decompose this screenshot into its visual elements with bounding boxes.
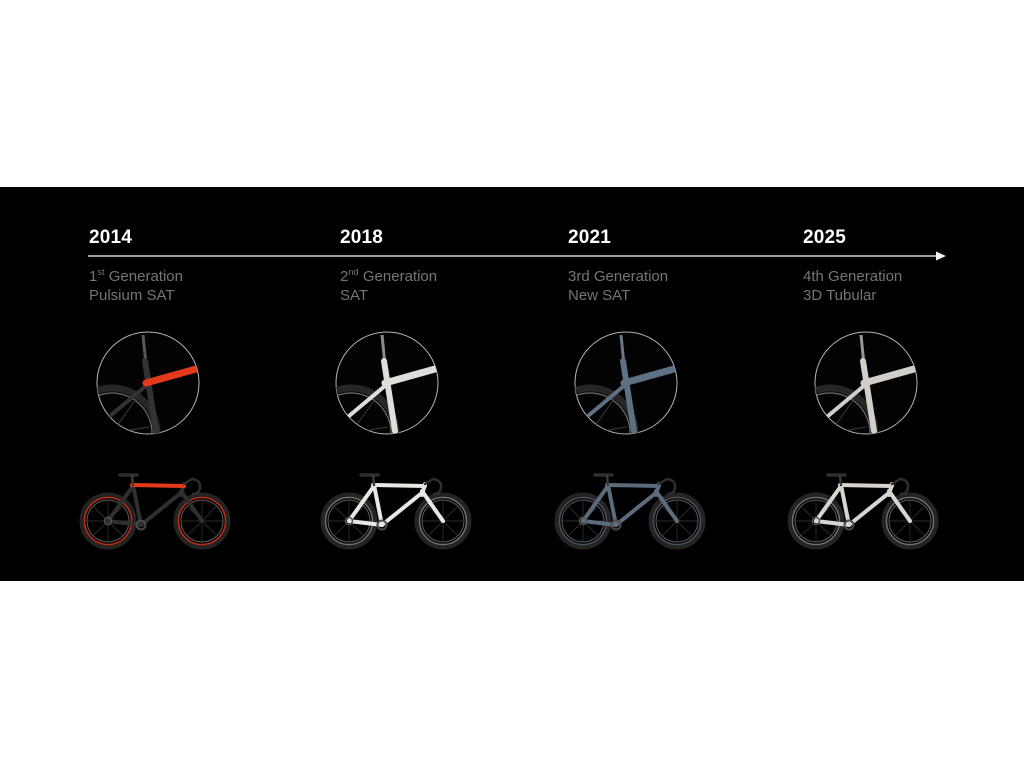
cockpit xyxy=(826,473,910,496)
top-tube xyxy=(838,483,894,488)
frame xyxy=(106,482,204,527)
model-label: New SAT xyxy=(568,287,631,304)
top-tube xyxy=(371,483,427,488)
frame-detail-image xyxy=(574,331,678,435)
bike-image xyxy=(79,473,231,550)
frame-detail-image xyxy=(814,331,918,435)
frame xyxy=(581,482,679,527)
model-label: 3D Tubular xyxy=(803,287,877,304)
year-label: 2025 xyxy=(803,227,847,248)
frame xyxy=(814,482,912,527)
generation-label: 2nd Generation xyxy=(340,267,438,285)
frame xyxy=(347,482,445,527)
cockpit xyxy=(359,473,443,496)
year-label: 2021 xyxy=(568,227,612,248)
wheels xyxy=(554,492,706,550)
frame-detail-image xyxy=(96,331,200,435)
caption-block: 4th Generation 3D Tubular xyxy=(803,267,902,305)
timeline-slide: 2014 1st Generation Pulsium SAT xyxy=(0,187,1024,581)
wheels xyxy=(787,492,939,550)
caption-block: 3rd Generation New SAT xyxy=(568,267,668,305)
top-tube xyxy=(605,483,661,488)
year-label: 2014 xyxy=(89,227,133,248)
model-label: Pulsium SAT xyxy=(89,287,175,304)
generation-label: 1st Generation xyxy=(89,267,183,285)
caption-block: 2nd Generation SAT xyxy=(340,267,437,305)
bike-image xyxy=(320,473,472,550)
generation-label: 4th Generation xyxy=(803,268,903,285)
arrowhead-icon xyxy=(936,251,946,261)
year-label: 2018 xyxy=(340,227,384,248)
bike-image xyxy=(787,473,939,550)
cockpit xyxy=(118,473,202,496)
timeline-arrow xyxy=(88,251,946,261)
generation-label: 3rd Generation xyxy=(568,268,669,285)
cockpit xyxy=(593,473,677,496)
top-tube xyxy=(130,483,186,488)
frame-detail-image xyxy=(335,331,439,435)
caption-block: 1st Generation Pulsium SAT xyxy=(89,267,183,305)
model-label: SAT xyxy=(340,287,369,304)
bike-image xyxy=(554,473,706,550)
